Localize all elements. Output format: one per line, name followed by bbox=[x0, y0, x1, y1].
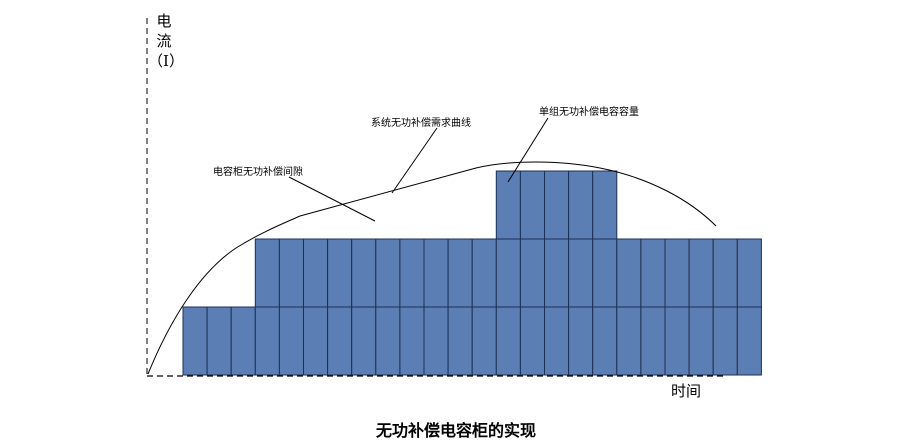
capacitor-bank bbox=[568, 306, 594, 376]
capacitor-bank bbox=[592, 170, 618, 240]
y-axis-label-2: 流 bbox=[156, 32, 171, 50]
capacitor-bank bbox=[519, 238, 546, 308]
capacitor-bank bbox=[519, 170, 546, 240]
figure-caption: 无功补偿电容柜的实现 bbox=[375, 421, 536, 440]
capacitor-bank bbox=[182, 306, 208, 376]
capacitor-bank bbox=[375, 306, 401, 376]
capacitor-bank bbox=[592, 238, 618, 308]
capacitor-bank bbox=[254, 306, 280, 376]
demand-curve-label: 系统无功补偿需求曲线 bbox=[371, 116, 471, 129]
capacitor-bank bbox=[712, 238, 738, 308]
capacitor-bank bbox=[736, 238, 762, 308]
capacitor-bank bbox=[544, 306, 570, 376]
capacitor-bank bbox=[688, 306, 714, 376]
capacitor-bank bbox=[471, 238, 497, 308]
capacitor-bank bbox=[568, 238, 594, 308]
capacitor-bank bbox=[375, 238, 401, 308]
demand-curve-leader bbox=[391, 127, 438, 194]
capacitor-bank bbox=[254, 238, 280, 308]
capacitor-bank bbox=[303, 238, 329, 308]
capacitor-bank bbox=[423, 238, 449, 308]
capacitor-bank bbox=[616, 238, 642, 308]
capacitor-bank bbox=[351, 238, 377, 308]
capacitor-bank bbox=[664, 306, 690, 376]
capacitor-bank bbox=[640, 306, 666, 376]
y-axis-label-3: （I） bbox=[148, 52, 184, 70]
cabinet-gap-leader bbox=[288, 176, 376, 222]
capacitor-bank bbox=[495, 238, 521, 308]
single-bank-leader bbox=[507, 117, 549, 183]
capacitor-bank bbox=[423, 306, 449, 376]
capacitor-bank bbox=[399, 238, 425, 308]
capacitor-bank bbox=[568, 170, 594, 240]
single-bank-label: 单组无功补偿电容容量 bbox=[539, 105, 639, 118]
capacitor-bank bbox=[495, 170, 521, 240]
demand-curve bbox=[147, 161, 717, 375]
capacitor-bank bbox=[447, 238, 473, 308]
capacitor-bank bbox=[447, 306, 473, 376]
capacitor-bank bbox=[736, 306, 762, 376]
capacitor-bank bbox=[616, 306, 642, 376]
capacitor-banks bbox=[182, 170, 762, 376]
capacitor-bank bbox=[544, 238, 570, 308]
capacitor-bank bbox=[519, 306, 546, 376]
capacitor-bank bbox=[471, 306, 497, 376]
capacitor-bank bbox=[399, 306, 425, 376]
capacitor-bank bbox=[495, 306, 521, 376]
capacitor-bank bbox=[640, 238, 666, 308]
capacitor-bank bbox=[206, 306, 232, 376]
capacitor-bank bbox=[278, 238, 304, 308]
capacitor-bank bbox=[592, 306, 618, 376]
cabinet-gap-label: 电容柜无功补偿间隙 bbox=[213, 165, 303, 178]
capacitor-bank bbox=[327, 238, 353, 308]
capacitor-bank bbox=[664, 238, 690, 308]
capacitor-bank bbox=[230, 306, 256, 376]
capacitor-bank bbox=[351, 306, 377, 376]
capacitor-bank bbox=[688, 238, 714, 308]
x-axis-label: 时间 bbox=[671, 382, 701, 400]
capacitor-bank bbox=[712, 306, 738, 376]
capacitor-bank bbox=[544, 170, 570, 240]
capacitor-bank bbox=[303, 306, 329, 376]
capacitor-bank bbox=[327, 306, 353, 376]
y-axis-label-1: 电 bbox=[156, 12, 171, 30]
capacitor-bank bbox=[278, 306, 304, 376]
